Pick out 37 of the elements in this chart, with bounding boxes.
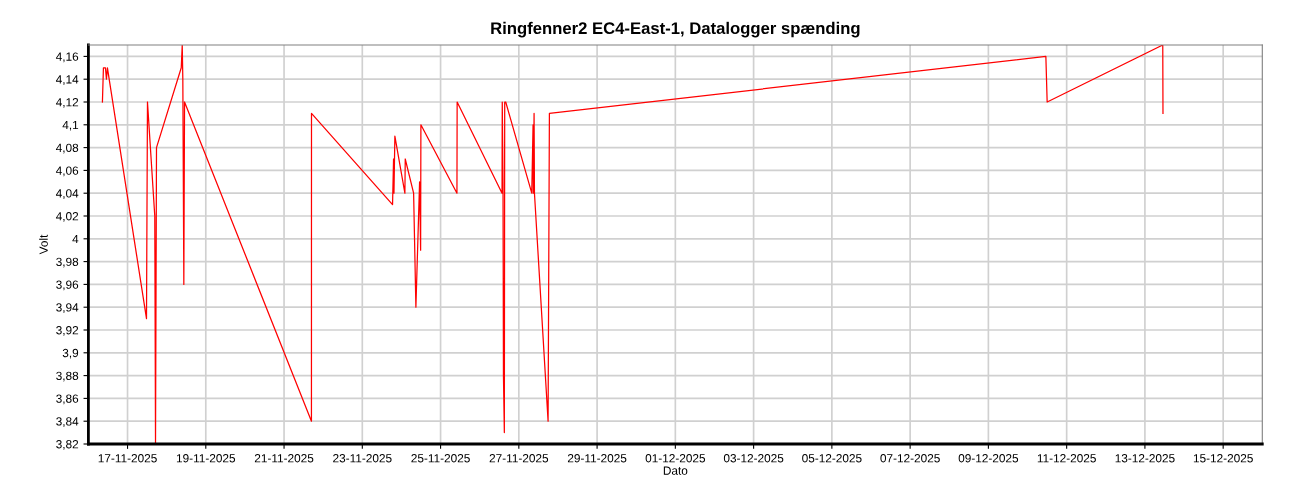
y-tick-label: 3,9 xyxy=(62,348,79,359)
x-tick-label: 21-11-2025 xyxy=(254,454,314,463)
y-tick-label: 4,04 xyxy=(55,189,79,199)
y-tick-label: 4,16 xyxy=(55,52,79,63)
y-tick-label: 4 xyxy=(72,234,79,244)
y-tick-label: 4,08 xyxy=(55,143,79,154)
y-tick-label: 4,06 xyxy=(55,166,79,177)
x-tick-label: 03-12-2025 xyxy=(723,454,784,463)
x-tick-label: 15-12-2025 xyxy=(1193,454,1253,463)
y-tick-label: 3,86 xyxy=(56,394,79,405)
line-series xyxy=(101,45,1164,444)
x-axis-title: Dato xyxy=(663,466,688,475)
y-tick-label: 3,88 xyxy=(56,371,79,382)
y-tick-label: 3,82 xyxy=(56,440,79,450)
y-tick-label: 3,94 xyxy=(56,303,79,313)
x-tick-label: 01-12-2025 xyxy=(645,454,706,463)
x-tick-label: 17-11-2025 xyxy=(98,454,157,463)
y-tick-label: 4,1 xyxy=(62,120,79,131)
x-tick-label: 27-11-2025 xyxy=(489,454,549,463)
chart-title: Ringfenner2 EC4-East-1, Datalogger spænding xyxy=(491,21,860,38)
x-tick-label: 09-12-2025 xyxy=(958,454,1019,463)
x-tick-label: 05-12-2025 xyxy=(802,454,862,463)
y-tick-label: 3,98 xyxy=(56,257,79,268)
x-tick-label: 11-12-2025 xyxy=(1037,454,1096,463)
y-axis-title: Volt xyxy=(39,234,48,255)
y-tick-label: 4,02 xyxy=(55,212,79,222)
y-tick-label: 4,14 xyxy=(55,75,79,85)
y-tick-label: 3,84 xyxy=(56,417,79,427)
y-tick-label: 3,92 xyxy=(56,326,79,336)
x-tick-label: 29-11-2025 xyxy=(567,454,627,463)
x-tick-label: 25-11-2025 xyxy=(411,454,470,463)
x-tick-label: 19-11-2025 xyxy=(176,454,236,463)
y-tick-label: 4,12 xyxy=(55,98,79,108)
x-tick-label: 07-12-2025 xyxy=(880,454,940,463)
y-tick-label: 3,96 xyxy=(56,280,79,291)
x-tick-label: 23-11-2025 xyxy=(333,454,392,463)
x-tick-label: 13-12-2025 xyxy=(1115,454,1175,463)
